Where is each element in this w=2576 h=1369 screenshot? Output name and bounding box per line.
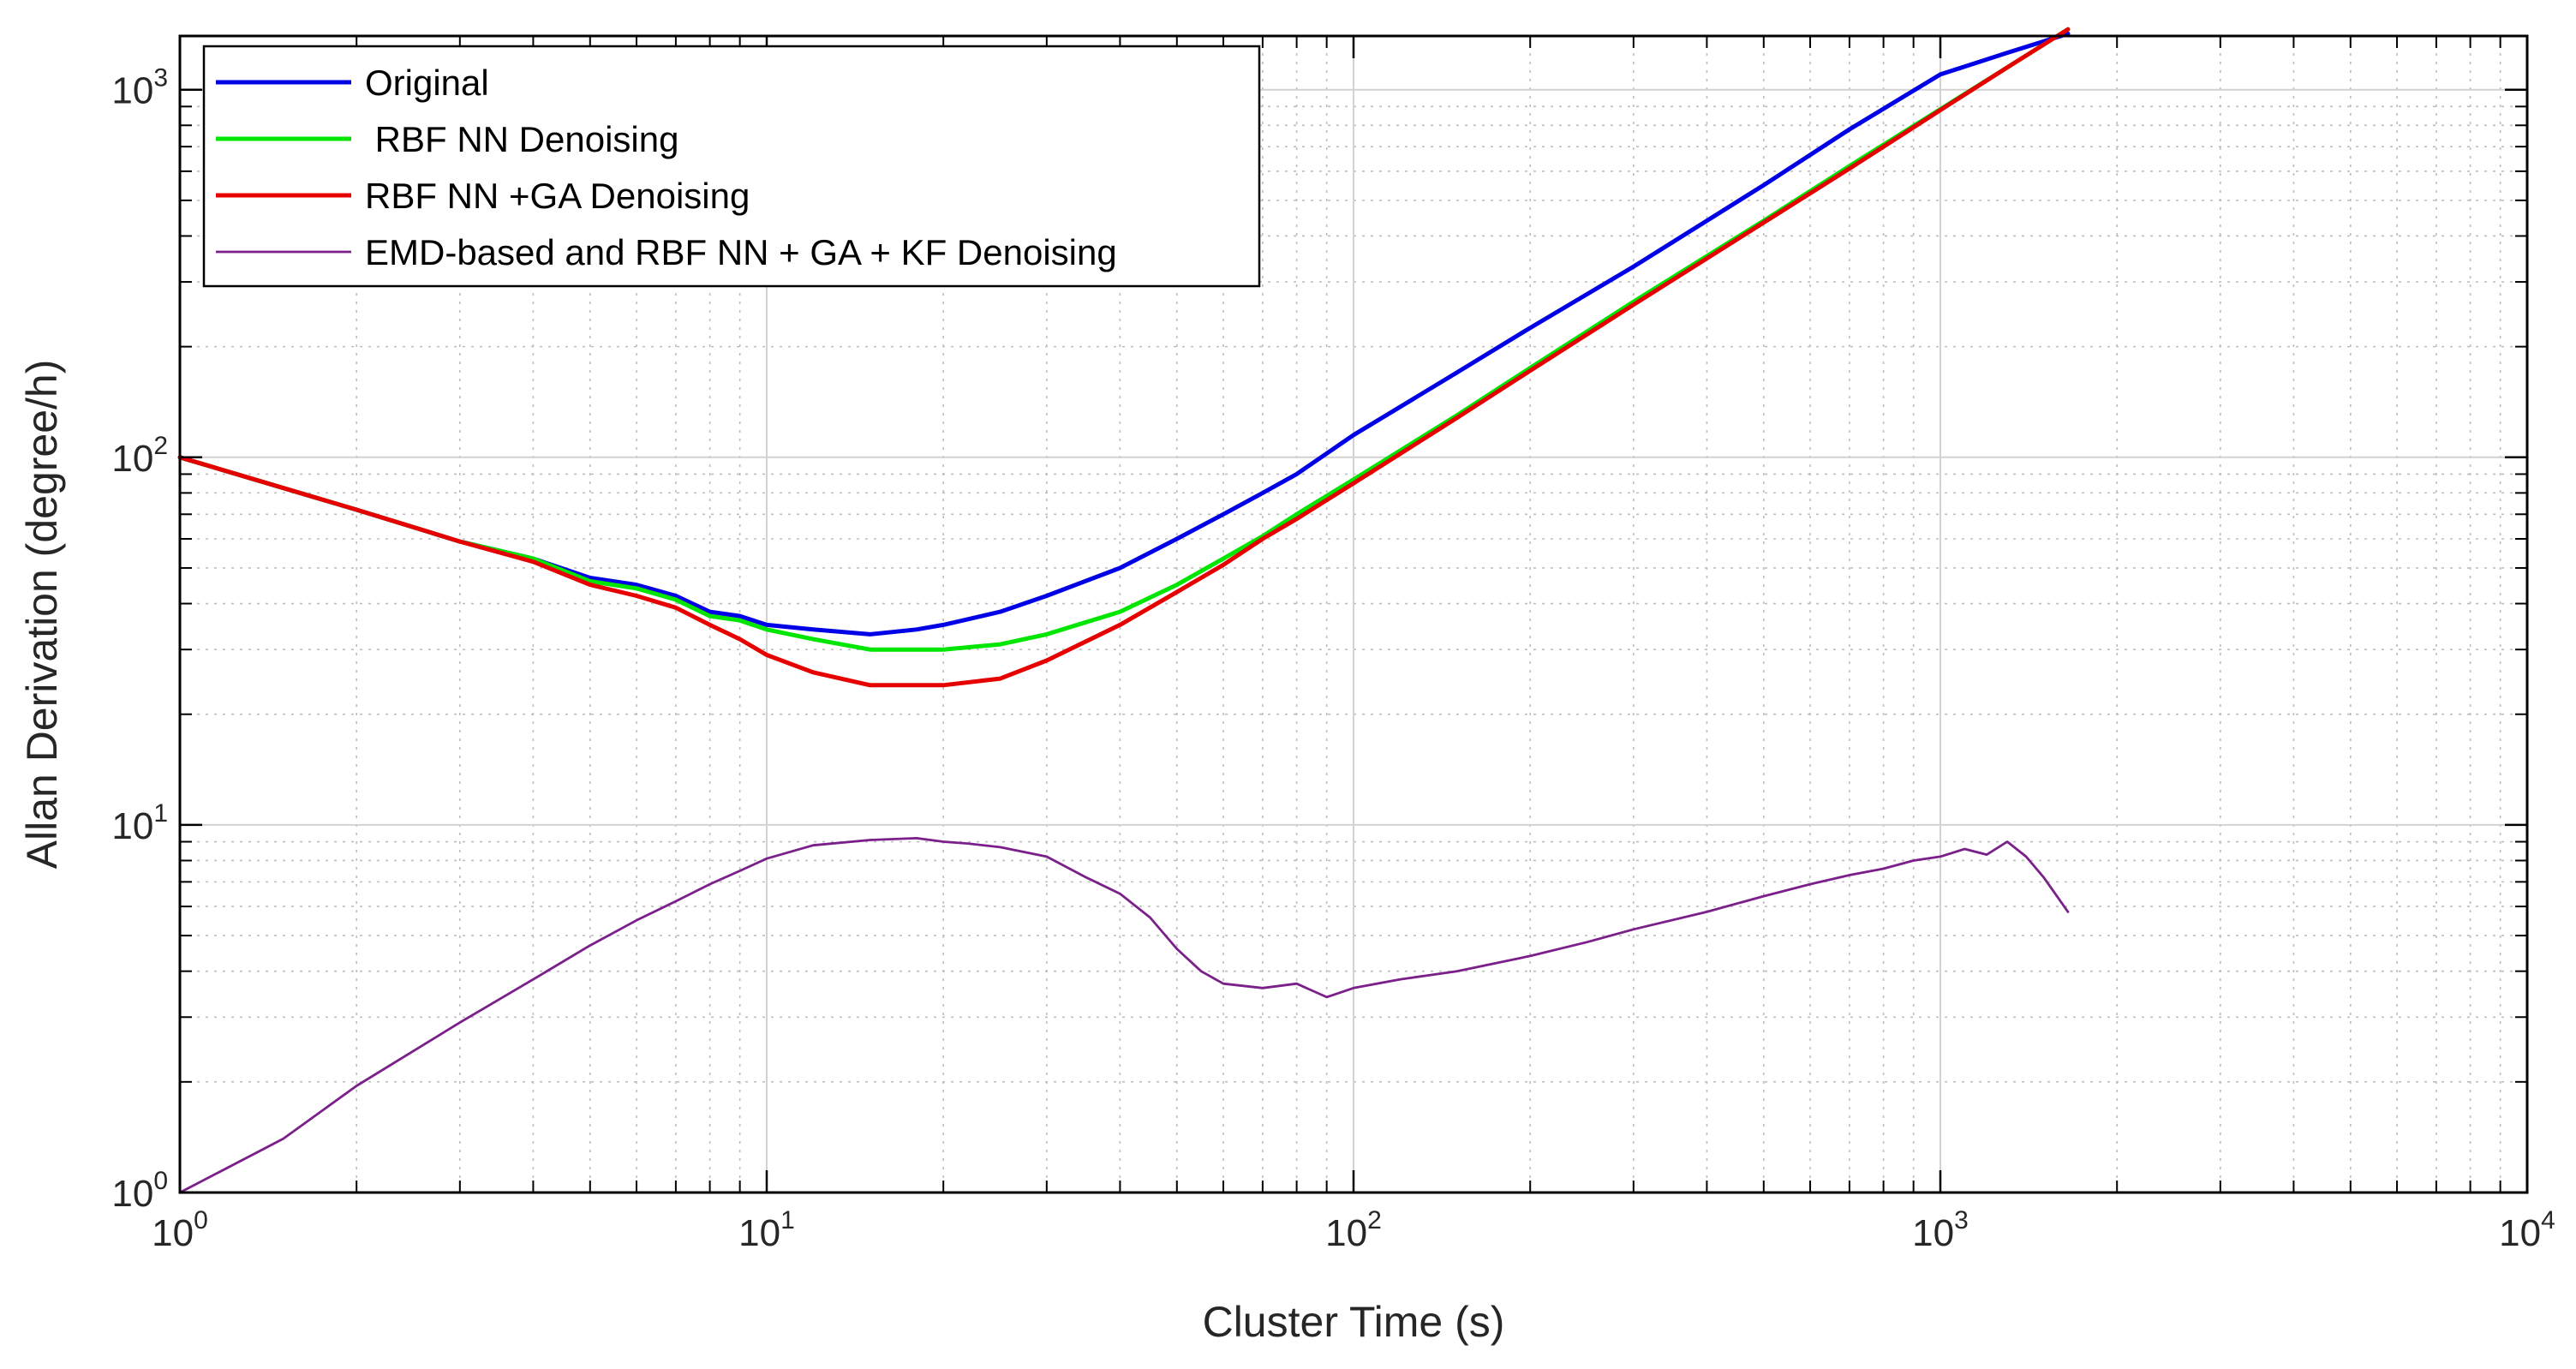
x-tick-labels: 100 101 102 103 104 <box>152 1206 2555 1254</box>
y-axis-label: Allan Derivation (degree/h) <box>18 360 66 870</box>
legend-entry-1: Original <box>365 63 489 103</box>
legend: Original RBF NN Denoising RBF NN +GA Deno… <box>202 45 1261 288</box>
y-tick-labels: 100 101 102 103 <box>111 64 168 1215</box>
legend-box <box>202 45 1261 288</box>
series-line-2 <box>177 27 2071 652</box>
legend-entry-4: EMD-based and RBF NN + GA + KF Denoising <box>365 232 1117 272</box>
y-tick-label: 101 <box>111 799 168 847</box>
series-layer <box>177 27 2071 1194</box>
y-tick-label: 102 <box>111 432 168 480</box>
y-tick-label: 103 <box>111 64 168 112</box>
legend-entry-2: RBF NN Denoising <box>365 119 678 159</box>
x-tick-label: 100 <box>152 1206 208 1254</box>
x-tick-label: 101 <box>738 1206 795 1254</box>
x-tick-label: 103 <box>1912 1206 1969 1254</box>
legend-entry-3: RBF NN +GA Denoising <box>365 176 750 216</box>
axis-ticks <box>178 36 2527 1194</box>
y-tick-label: 100 <box>111 1167 168 1215</box>
x-tick-label: 104 <box>2499 1206 2555 1254</box>
x-tick-label: 102 <box>1325 1206 1382 1254</box>
series-line-3 <box>177 27 2071 688</box>
x-axis-label: Cluster Time (s) <box>1203 1298 1505 1346</box>
series-line-1 <box>177 31 2071 637</box>
series-line-4 <box>178 837 2070 1194</box>
